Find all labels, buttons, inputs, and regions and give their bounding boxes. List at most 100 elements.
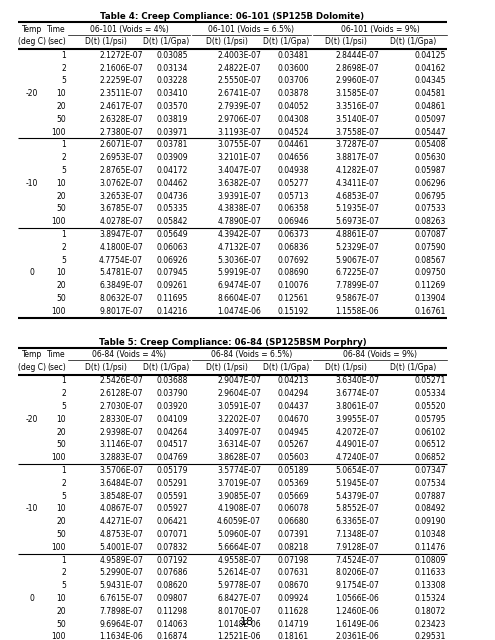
Text: 10: 10 bbox=[56, 179, 66, 188]
Text: 0.03920: 0.03920 bbox=[156, 402, 188, 411]
Text: 3.0762E-07: 3.0762E-07 bbox=[99, 179, 143, 188]
Text: 0.03688: 0.03688 bbox=[156, 376, 188, 385]
Text: 0.05097: 0.05097 bbox=[414, 115, 446, 124]
Text: 4.7132E-07: 4.7132E-07 bbox=[217, 243, 261, 252]
Text: 0.04052: 0.04052 bbox=[278, 102, 309, 111]
Text: 4.1800E-07: 4.1800E-07 bbox=[99, 243, 143, 252]
Text: 2.1272E-07: 2.1272E-07 bbox=[99, 51, 143, 60]
Text: 10: 10 bbox=[56, 415, 66, 424]
Text: 4.9589E-07: 4.9589E-07 bbox=[99, 556, 143, 564]
Text: 0.08492: 0.08492 bbox=[415, 504, 446, 513]
Text: 0.04736: 0.04736 bbox=[156, 191, 188, 200]
Text: 5.2614E-07: 5.2614E-07 bbox=[217, 568, 261, 577]
Text: 0.07533: 0.07533 bbox=[414, 204, 446, 213]
Text: 3.2883E-07: 3.2883E-07 bbox=[99, 453, 143, 462]
Text: 0.04294: 0.04294 bbox=[278, 389, 309, 398]
Text: 0.10809: 0.10809 bbox=[415, 556, 446, 564]
Text: 0.06795: 0.06795 bbox=[414, 191, 446, 200]
Text: 3.1585E-07: 3.1585E-07 bbox=[335, 89, 379, 98]
Text: D(t) (1/Gpa): D(t) (1/Gpa) bbox=[263, 37, 309, 46]
Text: 06-84 (Voids = 4%): 06-84 (Voids = 4%) bbox=[92, 350, 166, 359]
Text: 0.05408: 0.05408 bbox=[414, 140, 446, 149]
Text: 0.04670: 0.04670 bbox=[277, 415, 309, 424]
Text: 20: 20 bbox=[56, 281, 66, 290]
Text: 2.4003E-07: 2.4003E-07 bbox=[217, 51, 261, 60]
Text: Table 5: Creep Compliance: 06-84 (SP125BSM Porphry): Table 5: Creep Compliance: 06-84 (SP125B… bbox=[99, 338, 366, 347]
Text: 50: 50 bbox=[56, 530, 66, 539]
Text: 0.05189: 0.05189 bbox=[278, 466, 309, 475]
Text: 0.03971: 0.03971 bbox=[156, 127, 188, 136]
Text: 3.2101E-07: 3.2101E-07 bbox=[217, 153, 261, 162]
Text: 3.5774E-07: 3.5774E-07 bbox=[217, 466, 261, 475]
Text: 5.0960E-07: 5.0960E-07 bbox=[217, 530, 261, 539]
Text: 0.05987: 0.05987 bbox=[414, 166, 446, 175]
Text: 2.7380E-07: 2.7380E-07 bbox=[99, 127, 143, 136]
Text: 100: 100 bbox=[51, 127, 66, 136]
Text: 0.03790: 0.03790 bbox=[156, 389, 188, 398]
Text: 0.04162: 0.04162 bbox=[415, 63, 446, 72]
Text: 0.06358: 0.06358 bbox=[278, 204, 309, 213]
Text: 0.04861: 0.04861 bbox=[415, 102, 446, 111]
Text: 6.9474E-07: 6.9474E-07 bbox=[217, 281, 261, 290]
Text: 3.0591E-07: 3.0591E-07 bbox=[217, 402, 261, 411]
Text: 100: 100 bbox=[51, 543, 66, 552]
Text: 0.03228: 0.03228 bbox=[157, 76, 188, 85]
Text: 3.6785E-07: 3.6785E-07 bbox=[99, 204, 143, 213]
Text: 50: 50 bbox=[56, 294, 66, 303]
Text: 5.9431E-07: 5.9431E-07 bbox=[99, 581, 143, 590]
Text: 0.06102: 0.06102 bbox=[415, 428, 446, 436]
Text: 6.3849E-07: 6.3849E-07 bbox=[99, 281, 143, 290]
Text: 0.05795: 0.05795 bbox=[414, 415, 446, 424]
Text: 0.06078: 0.06078 bbox=[278, 504, 309, 513]
Text: 1: 1 bbox=[61, 466, 66, 475]
Text: 3.6314E-07: 3.6314E-07 bbox=[217, 440, 261, 449]
Text: 0.10076: 0.10076 bbox=[278, 281, 309, 290]
Text: 0.05369: 0.05369 bbox=[277, 479, 309, 488]
Text: 5.4781E-07: 5.4781E-07 bbox=[99, 268, 143, 277]
Text: D(t) (1/psi): D(t) (1/psi) bbox=[325, 37, 367, 46]
Text: 2.7939E-07: 2.7939E-07 bbox=[217, 102, 261, 111]
Text: 5: 5 bbox=[61, 402, 66, 411]
Text: 0.09750: 0.09750 bbox=[414, 268, 446, 277]
Text: Temp: Temp bbox=[22, 350, 42, 359]
Text: 0.03570: 0.03570 bbox=[156, 102, 188, 111]
Text: 0.08567: 0.08567 bbox=[414, 255, 446, 264]
Text: 2.5426E-07: 2.5426E-07 bbox=[99, 376, 143, 385]
Text: 0.04172: 0.04172 bbox=[156, 166, 188, 175]
Text: 0.04308: 0.04308 bbox=[278, 115, 309, 124]
Text: 6.8427E-07: 6.8427E-07 bbox=[217, 594, 261, 603]
Text: 3.4047E-07: 3.4047E-07 bbox=[217, 166, 261, 175]
Text: 7.1348E-07: 7.1348E-07 bbox=[335, 530, 379, 539]
Text: 3.0755E-07: 3.0755E-07 bbox=[217, 140, 261, 149]
Text: 0.05669: 0.05669 bbox=[277, 492, 309, 500]
Text: 9.8017E-07: 9.8017E-07 bbox=[99, 307, 143, 316]
Text: Time: Time bbox=[48, 24, 66, 33]
Text: 0.05603: 0.05603 bbox=[277, 453, 309, 462]
Text: 50: 50 bbox=[56, 440, 66, 449]
Text: 2.9706E-07: 2.9706E-07 bbox=[217, 115, 261, 124]
Text: 7.9128E-07: 7.9128E-07 bbox=[336, 543, 379, 552]
Text: 0.11633: 0.11633 bbox=[415, 568, 446, 577]
Text: 2.6128E-07: 2.6128E-07 bbox=[99, 389, 143, 398]
Text: D(t) (1/psi): D(t) (1/psi) bbox=[85, 363, 126, 372]
Text: 8.0206E-07: 8.0206E-07 bbox=[335, 568, 379, 577]
Text: 0.11628: 0.11628 bbox=[278, 607, 309, 616]
Text: Table 4: Creep Compliance: 06-101 (SP125B Dolomite): Table 4: Creep Compliance: 06-101 (SP125… bbox=[100, 12, 364, 21]
Text: 0.14063: 0.14063 bbox=[156, 620, 188, 628]
Text: 0.06926: 0.06926 bbox=[156, 255, 188, 264]
Text: D(t) (1/psi): D(t) (1/psi) bbox=[205, 363, 248, 372]
Text: 0.06063: 0.06063 bbox=[156, 243, 188, 252]
Text: 0.04524: 0.04524 bbox=[278, 127, 309, 136]
Text: 3.9955E-07: 3.9955E-07 bbox=[335, 415, 379, 424]
Text: 4.9558E-07: 4.9558E-07 bbox=[217, 556, 261, 564]
Text: 2.8444E-07: 2.8444E-07 bbox=[335, 51, 379, 60]
Text: 5.4379E-07: 5.4379E-07 bbox=[335, 492, 379, 500]
Text: 5.6664E-07: 5.6664E-07 bbox=[217, 543, 261, 552]
Text: 0.08218: 0.08218 bbox=[278, 543, 309, 552]
Text: 1: 1 bbox=[61, 556, 66, 564]
Text: 0.04945: 0.04945 bbox=[277, 428, 309, 436]
Text: 0.03909: 0.03909 bbox=[156, 153, 188, 162]
Text: 4.4901E-07: 4.4901E-07 bbox=[335, 440, 379, 449]
Text: 2.8698E-07: 2.8698E-07 bbox=[336, 63, 379, 72]
Text: 5.9778E-07: 5.9778E-07 bbox=[217, 581, 261, 590]
